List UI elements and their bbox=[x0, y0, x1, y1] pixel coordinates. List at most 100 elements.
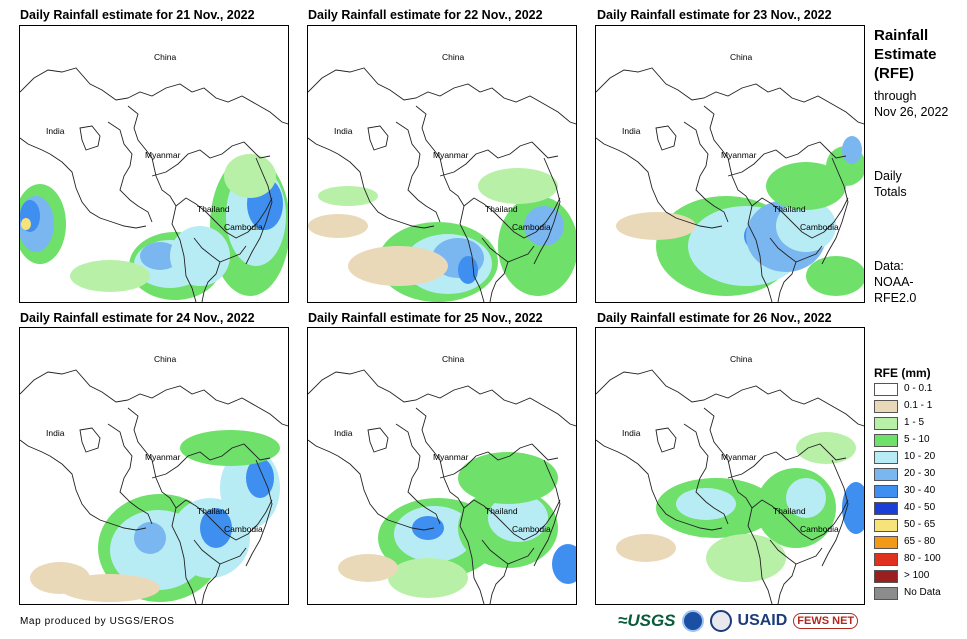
map-canvas bbox=[20, 67, 288, 302]
border-line bbox=[201, 261, 221, 302]
border-line bbox=[127, 407, 197, 604]
legend-label: 0 - 0.1 bbox=[904, 383, 933, 394]
border-line bbox=[821, 459, 849, 567]
legend-swatch bbox=[874, 519, 898, 532]
legend-swatch bbox=[874, 587, 898, 600]
rainfall-area bbox=[806, 256, 864, 296]
rainfall-area bbox=[458, 452, 558, 504]
rainfall-area bbox=[318, 186, 378, 206]
legend-swatch bbox=[874, 383, 898, 396]
border-line bbox=[533, 459, 561, 567]
country-label-thailand: Thailand bbox=[773, 506, 806, 516]
border-line bbox=[777, 261, 797, 302]
country-label-myanmar: Myanmar bbox=[721, 452, 757, 462]
heading-line-rainfall: Rainfall bbox=[874, 27, 929, 44]
legend-swatch bbox=[874, 451, 898, 464]
border-line bbox=[655, 125, 677, 151]
border-line bbox=[415, 105, 485, 302]
legend-swatch bbox=[874, 417, 898, 430]
data-label: Data: bbox=[874, 259, 904, 273]
border-line bbox=[151, 443, 271, 479]
legend-label: 10 - 20 bbox=[904, 451, 936, 462]
rainfall-area bbox=[524, 206, 564, 246]
rainfall-area bbox=[338, 554, 398, 582]
legend-title: RFE (mm) bbox=[874, 366, 931, 380]
border-line bbox=[20, 439, 51, 457]
border-line bbox=[337, 455, 435, 531]
daily-label: Daily bbox=[874, 169, 902, 183]
border-line bbox=[439, 141, 559, 177]
border-line bbox=[20, 67, 288, 125]
country-label-myanmar: Myanmar bbox=[145, 452, 181, 462]
border-line bbox=[79, 427, 101, 453]
country-label-india: India bbox=[334, 428, 353, 438]
country-label-china: China bbox=[154, 52, 177, 62]
country-label-cambodia: Cambodia bbox=[512, 222, 551, 232]
border-line bbox=[308, 67, 576, 125]
border-line bbox=[703, 407, 773, 604]
border-line bbox=[175, 197, 273, 239]
rainfall-area bbox=[388, 558, 468, 598]
border-line bbox=[596, 439, 627, 457]
country-label-cambodia: Cambodia bbox=[800, 524, 839, 534]
rainfall-map-26-nov: China India Myanmar Thailand Cambodia bbox=[595, 327, 865, 605]
border-line bbox=[201, 563, 221, 604]
legend-label: 20 - 30 bbox=[904, 468, 936, 479]
border-line bbox=[596, 67, 864, 125]
border-line bbox=[683, 121, 729, 223]
border-line bbox=[821, 157, 849, 265]
legend-label: 0.1 - 1 bbox=[904, 400, 933, 411]
usgs-logo: ≈USGS bbox=[618, 611, 676, 630]
country-label-myanmar: Myanmar bbox=[433, 150, 469, 160]
border-line bbox=[107, 121, 153, 223]
country-label-india: India bbox=[46, 428, 65, 438]
country-label-china: China bbox=[442, 52, 465, 62]
rainfall-area bbox=[200, 508, 232, 548]
legend-swatch bbox=[874, 434, 898, 447]
border-line bbox=[308, 439, 339, 457]
border-line bbox=[127, 105, 197, 302]
border-line bbox=[20, 369, 288, 427]
legend-label: > 100 bbox=[904, 570, 930, 581]
border-line bbox=[308, 137, 339, 155]
panel-title-2: Daily Rainfall estimate for 22 Nov., 202… bbox=[308, 8, 543, 22]
border-line bbox=[751, 197, 849, 239]
rainfall-area bbox=[170, 226, 230, 286]
border-line bbox=[727, 141, 847, 177]
usaid-logo: USAID bbox=[737, 612, 788, 629]
border-line bbox=[439, 443, 559, 479]
legend-label: 80 - 100 bbox=[904, 553, 941, 564]
map-canvas bbox=[20, 369, 288, 604]
rainfall-area bbox=[786, 478, 826, 518]
rainfall-area bbox=[458, 256, 478, 284]
panel-title-3: Daily Rainfall estimate for 23 Nov., 202… bbox=[597, 8, 832, 22]
border-line bbox=[107, 423, 153, 525]
border-line bbox=[655, 427, 677, 453]
legend-swatch bbox=[874, 502, 898, 515]
legend-label: 30 - 40 bbox=[904, 485, 936, 496]
rainfall-area bbox=[348, 246, 448, 286]
border-line bbox=[463, 197, 561, 239]
country-label-thailand: Thailand bbox=[197, 506, 230, 516]
rainfall-area bbox=[552, 544, 576, 584]
border-line bbox=[395, 423, 441, 525]
border-line bbox=[20, 137, 51, 155]
legend-heading: Rainfall Estimate (RFE) bbox=[874, 26, 937, 83]
border-line bbox=[308, 369, 576, 427]
border-line bbox=[489, 563, 509, 604]
legend-label: 1 - 5 bbox=[904, 417, 925, 428]
rainfall-map-22-nov: China India Myanmar Thailand Cambodia bbox=[307, 25, 577, 303]
rainfall-area bbox=[70, 260, 150, 292]
rainfall-area bbox=[140, 242, 180, 270]
country-label-thailand: Thailand bbox=[485, 506, 518, 516]
map-credit: Map produced by USGS/EROS bbox=[20, 616, 175, 627]
data-source-line1: NOAA- bbox=[874, 275, 914, 289]
rainfall-area bbox=[30, 562, 90, 594]
rainfall-area bbox=[246, 458, 274, 498]
border-line bbox=[777, 563, 797, 604]
border-line bbox=[415, 407, 485, 604]
country-label-india: India bbox=[46, 126, 65, 136]
country-label-myanmar: Myanmar bbox=[433, 452, 469, 462]
panel-title-1: Daily Rainfall estimate for 21 Nov., 202… bbox=[20, 8, 255, 22]
rainfall-area bbox=[616, 534, 676, 562]
